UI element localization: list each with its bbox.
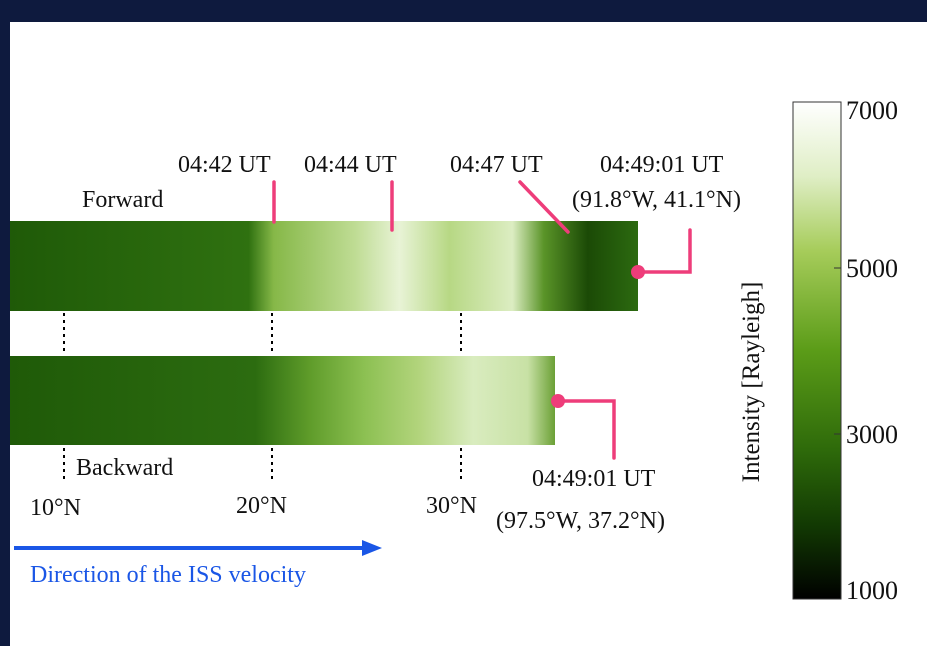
- colorbar-label: Intensity [Rayleigh]: [738, 281, 765, 483]
- direction-label: Direction of the ISS velocity: [30, 562, 306, 588]
- forward-label: Forward: [82, 187, 164, 213]
- colorbar-tick-1000: 1000: [846, 576, 898, 605]
- backward-end-coord: (97.5°W, 37.2°N): [496, 508, 665, 534]
- latitude-label-20n: 20°N: [236, 493, 287, 519]
- latitude-label-30n: 30°N: [426, 493, 477, 519]
- time-label-forward-end: 04:49:01 UT: [600, 152, 724, 178]
- latitude-label-10n: 10°N: [30, 495, 81, 521]
- time-label-0442: 04:42 UT: [178, 152, 271, 178]
- forward-strip: [10, 221, 638, 311]
- frame-border-top: [0, 0, 927, 22]
- colorbar: [792, 101, 842, 600]
- marker-forward-end: [636, 228, 692, 274]
- colorbar-tick-7000: 7000: [846, 96, 898, 125]
- forward-end-dot: [631, 265, 645, 279]
- backward-label: Backward: [76, 455, 174, 481]
- backward-end-dot: [551, 394, 565, 408]
- backward-strip: [10, 356, 555, 445]
- forward-end-coord: (91.8°W, 41.1°N): [572, 187, 741, 213]
- frame-border-left: [0, 0, 10, 646]
- colorbar-tick-5000: 5000: [846, 254, 898, 283]
- marker-0447: [518, 180, 570, 234]
- marker-backward-end: [556, 399, 616, 460]
- time-label-backward-end: 04:49:01 UT: [532, 466, 656, 492]
- colorbar-tick-3000: 3000: [846, 420, 898, 449]
- time-label-0444: 04:44 UT: [304, 152, 397, 178]
- direction-arrow-head: [362, 540, 382, 556]
- time-label-0447: 04:47 UT: [450, 152, 543, 178]
